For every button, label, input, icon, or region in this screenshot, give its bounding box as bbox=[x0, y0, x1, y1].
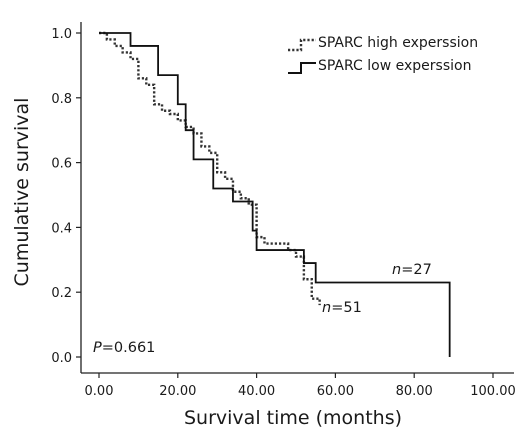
y-tick-label: 0.0 bbox=[51, 351, 72, 366]
x-tick-label: 40.00 bbox=[238, 384, 275, 399]
n-low-label: n=27 bbox=[392, 262, 432, 278]
n-high-prefix: n bbox=[322, 300, 331, 316]
p-value-label: P=0.661 bbox=[93, 340, 155, 356]
n-high-value: =51 bbox=[331, 300, 362, 316]
x-tick-label: 20.00 bbox=[159, 384, 196, 399]
y-tick-label: 0.2 bbox=[51, 286, 72, 301]
y-axis-title: Cumulative survival bbox=[11, 98, 33, 287]
x-tick-label: 60.00 bbox=[317, 384, 354, 399]
legend-item-high: SPARC high experssion bbox=[288, 35, 478, 52]
p-value-prefix: P bbox=[93, 340, 102, 356]
legend: SPARC high experssion SPARC low experssi… bbox=[288, 35, 478, 74]
n-high-label: n=51 bbox=[322, 300, 362, 316]
n-low-prefix: n bbox=[392, 262, 401, 278]
x-tick-label: 100.00 bbox=[470, 384, 516, 399]
legend-swatch-low bbox=[288, 62, 316, 74]
y-tick-label: 0.8 bbox=[51, 92, 72, 107]
axes: 0.0 0.2 0.4 0.6 0.8 1.0 0.00 20.00 40.00 60.00 80.… bbox=[51, 22, 516, 399]
x-tick-label: 0.00 bbox=[85, 384, 114, 399]
x-axis-title: Survival time (months) bbox=[184, 407, 402, 429]
y-tick-label: 0.6 bbox=[51, 157, 72, 172]
p-value-value: =0.661 bbox=[102, 340, 156, 356]
legend-label-high: SPARC high experssion bbox=[318, 35, 478, 51]
series-layer bbox=[99, 31, 451, 357]
legend-swatch-high bbox=[288, 38, 316, 52]
series-line-low bbox=[99, 32, 451, 357]
y-tick-label: 1.0 bbox=[51, 27, 72, 42]
legend-item-low: SPARC low experssion bbox=[288, 58, 471, 74]
x-tick-label: 80.00 bbox=[396, 384, 433, 399]
n-low-value: =27 bbox=[401, 262, 432, 278]
legend-label-low: SPARC low experssion bbox=[318, 58, 471, 74]
series-line-high bbox=[99, 31, 321, 306]
y-tick-label: 0.4 bbox=[51, 221, 72, 236]
